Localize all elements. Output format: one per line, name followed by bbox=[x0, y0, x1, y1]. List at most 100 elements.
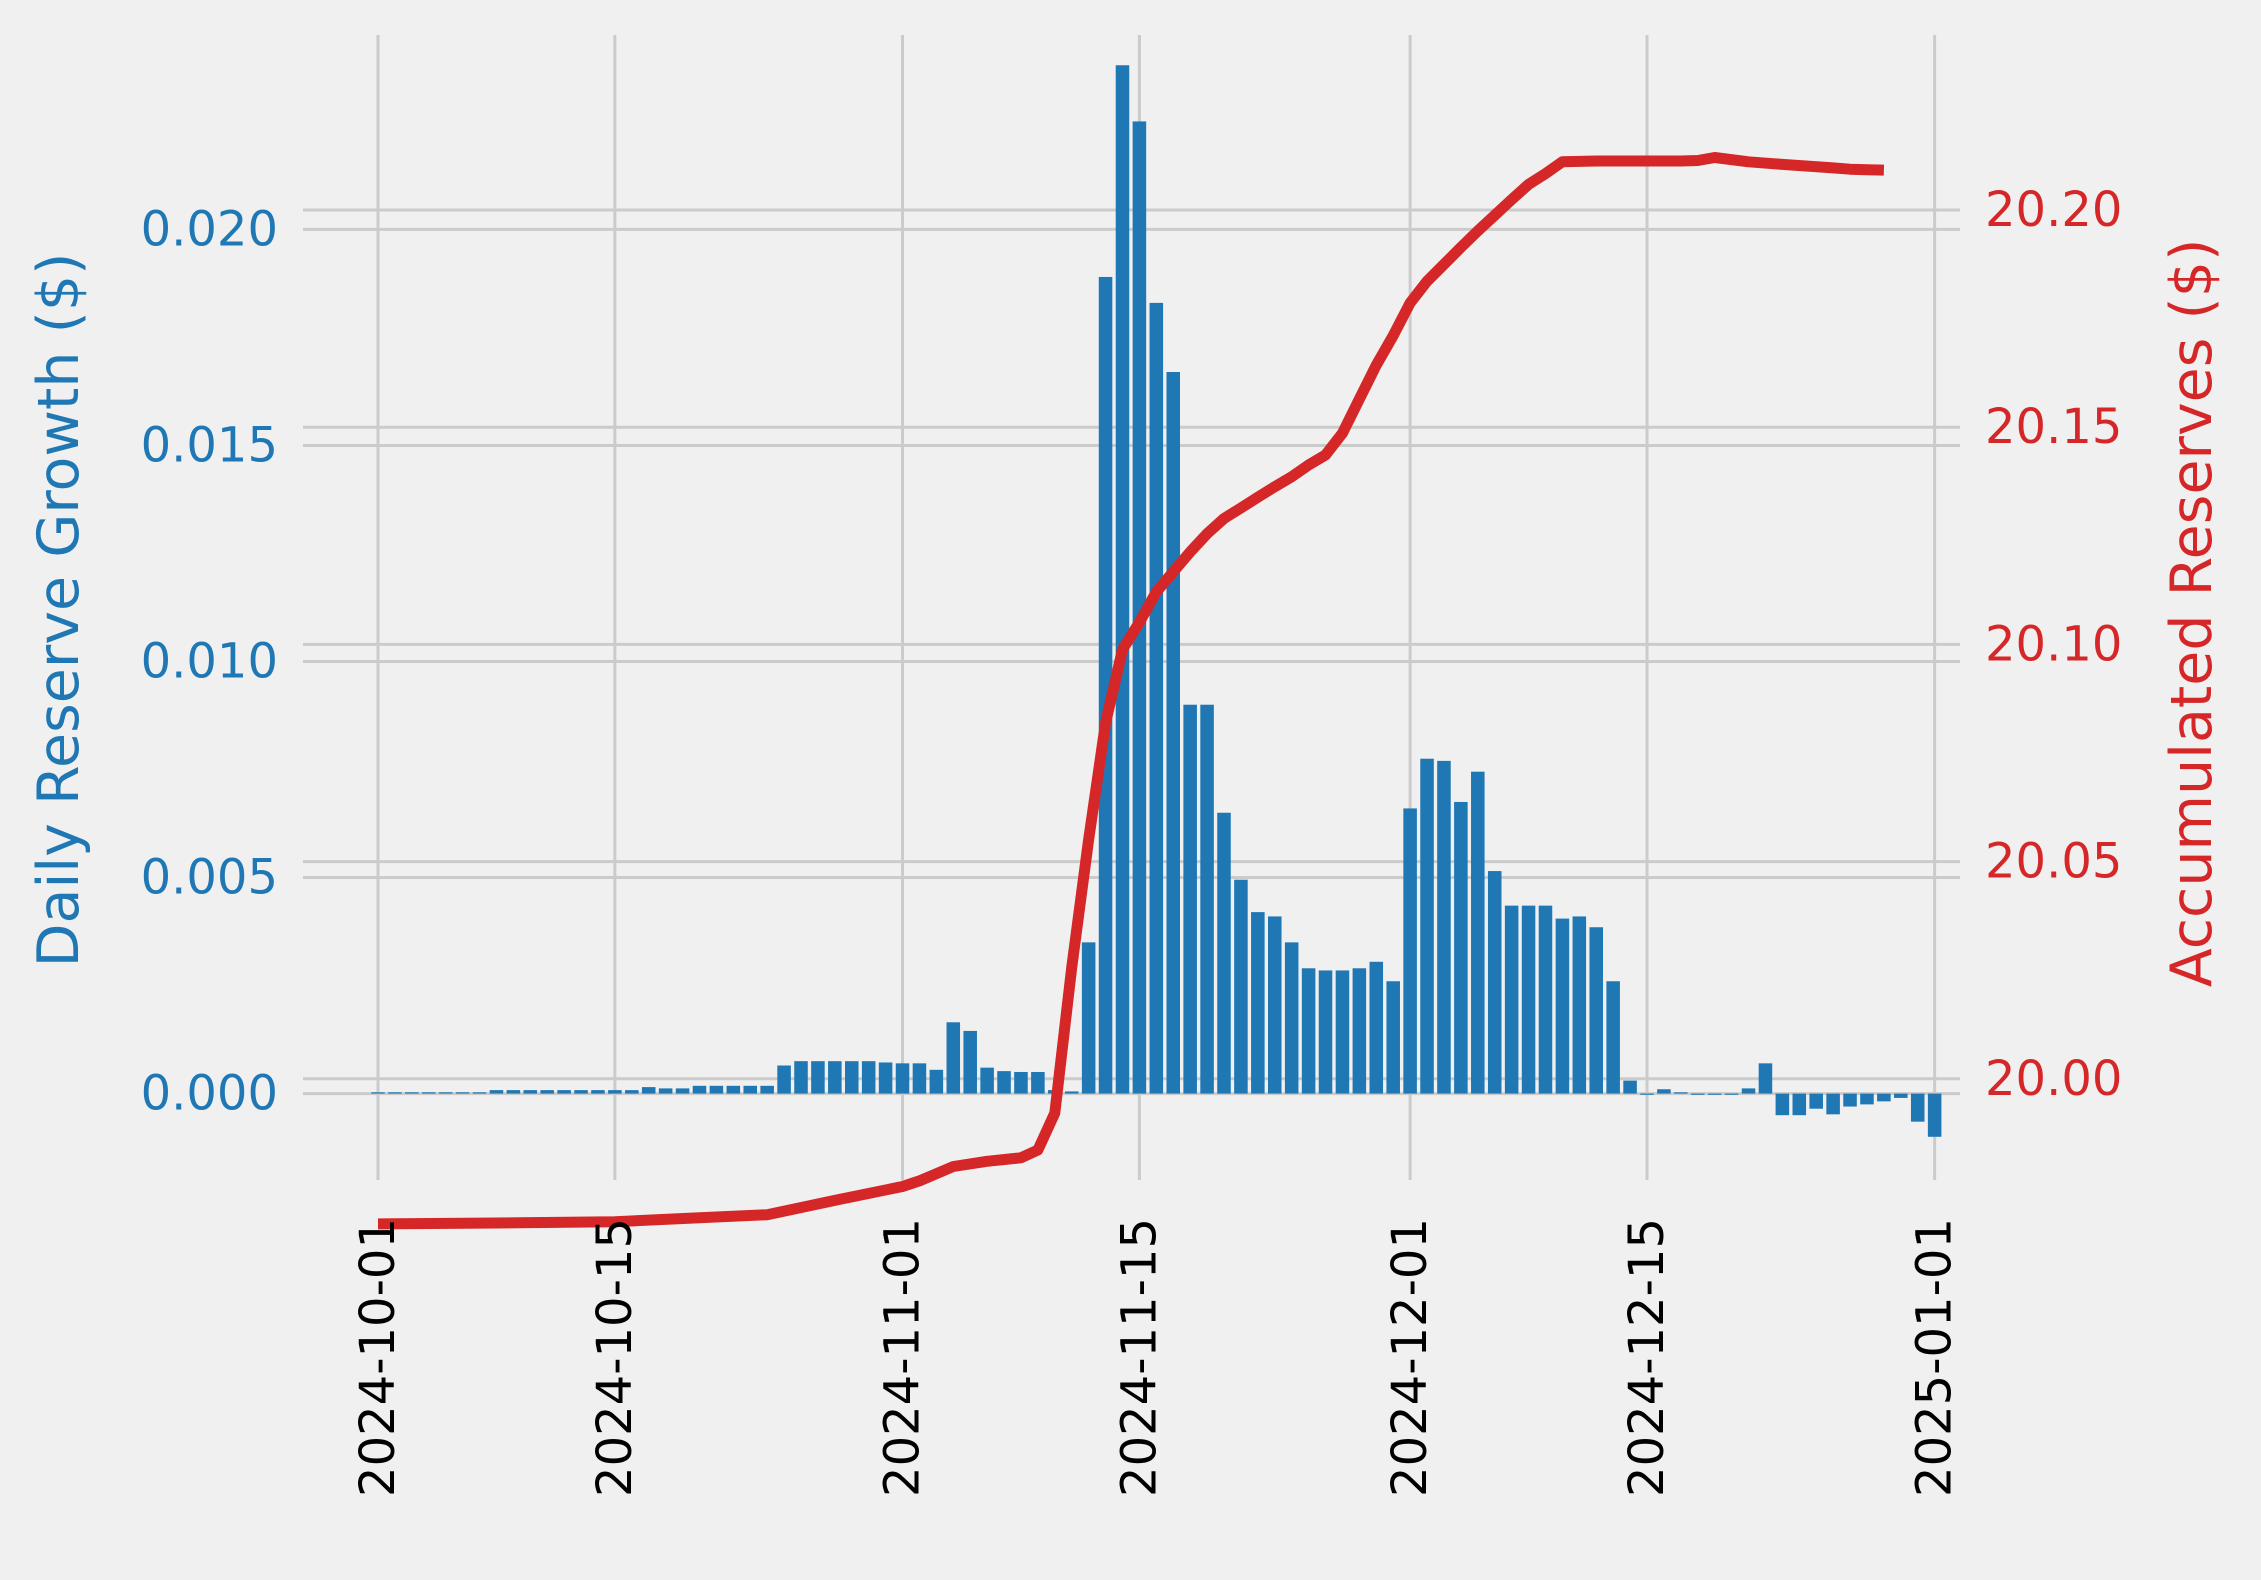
growth-bar bbox=[1234, 879, 1248, 1094]
growth-bar bbox=[861, 1061, 876, 1094]
growth-bar bbox=[1217, 812, 1231, 1094]
growth-bar bbox=[929, 1069, 944, 1094]
growth-bar bbox=[658, 1088, 673, 1094]
growth-bar bbox=[472, 1092, 487, 1094]
growth-bar bbox=[1403, 808, 1417, 1094]
growth-bar bbox=[1877, 1093, 1891, 1102]
growth-bar bbox=[709, 1085, 724, 1094]
growth-bar bbox=[1606, 981, 1620, 1094]
growth-bar bbox=[1589, 927, 1604, 1094]
growth-bar bbox=[540, 1090, 554, 1094]
x-tick-label: 2024-10-15 bbox=[587, 1218, 643, 1497]
growth-bar bbox=[844, 1061, 859, 1094]
growth-bar bbox=[421, 1092, 436, 1094]
growth-bar bbox=[523, 1090, 538, 1094]
right-tick-label: 20.05 bbox=[1985, 834, 2122, 890]
right-tick-label: 20.10 bbox=[1985, 616, 2122, 672]
growth-bar bbox=[1572, 916, 1587, 1094]
growth-bar bbox=[1690, 1093, 1705, 1095]
left-tick-label: 0.020 bbox=[141, 201, 278, 257]
growth-bar bbox=[1251, 912, 1265, 1094]
growth-bar bbox=[811, 1061, 825, 1094]
growth-bar bbox=[1657, 1089, 1671, 1094]
growth-bar bbox=[557, 1090, 571, 1094]
growth-bar bbox=[1352, 968, 1367, 1094]
growth-bar bbox=[997, 1071, 1011, 1094]
growth-bar bbox=[963, 1030, 977, 1094]
accumulated-reserves-line bbox=[377, 152, 1885, 1230]
growth-bar bbox=[726, 1085, 741, 1094]
growth-bar bbox=[980, 1067, 994, 1094]
growth-bar bbox=[641, 1087, 656, 1094]
growth-bar bbox=[1487, 871, 1502, 1094]
growth-bar bbox=[1149, 302, 1164, 1094]
growth-bar bbox=[591, 1090, 605, 1094]
right-axis-title: Accumulated Reserves ($) bbox=[2159, 239, 2225, 988]
growth-bar bbox=[1758, 1063, 1773, 1094]
daily-growth-bars bbox=[371, 65, 1942, 1137]
growth-bar bbox=[489, 1090, 504, 1094]
growth-bar bbox=[1166, 372, 1181, 1094]
growth-bar bbox=[1318, 970, 1333, 1094]
growth-bar bbox=[794, 1061, 808, 1094]
right-axis-ticks: 20.00 20.05 20.10 20.15 20.20 bbox=[1985, 182, 2122, 1107]
growth-bar bbox=[743, 1085, 758, 1094]
growth-bar bbox=[1335, 970, 1350, 1094]
growth-bar bbox=[675, 1088, 690, 1094]
growth-bar bbox=[1927, 1093, 1942, 1137]
growth-bar bbox=[1369, 961, 1384, 1094]
growth-bar bbox=[1471, 771, 1485, 1094]
growth-bar bbox=[1640, 1093, 1654, 1095]
left-axis-ticks: 0.000 0.005 0.010 0.015 0.020 bbox=[141, 201, 278, 1121]
growth-bar bbox=[1775, 1093, 1790, 1116]
growth-bar bbox=[1860, 1093, 1874, 1105]
growth-bar bbox=[1623, 1080, 1637, 1094]
x-tick-label: 2024-11-15 bbox=[1111, 1218, 1167, 1497]
right-tick-label: 20.00 bbox=[1985, 1051, 2122, 1107]
growth-bar bbox=[506, 1090, 521, 1094]
growth-bar bbox=[1183, 704, 1197, 1094]
growth-bar bbox=[405, 1092, 419, 1094]
growth-bar bbox=[777, 1065, 791, 1094]
growth-bar bbox=[1707, 1093, 1722, 1095]
growth-bar bbox=[1200, 704, 1214, 1094]
growth-bar bbox=[1555, 918, 1570, 1094]
growth-bar bbox=[878, 1062, 893, 1094]
growth-bar bbox=[1437, 760, 1451, 1094]
growth-bar bbox=[1504, 905, 1519, 1094]
growth-bar bbox=[608, 1090, 622, 1094]
growth-bar bbox=[1014, 1071, 1028, 1094]
growth-bar bbox=[946, 1022, 961, 1094]
growth-bar bbox=[1267, 916, 1282, 1094]
growth-bar bbox=[1098, 276, 1113, 1094]
growth-bar bbox=[438, 1092, 453, 1094]
growth-bar bbox=[1064, 1091, 1079, 1094]
left-tick-label: 0.000 bbox=[141, 1066, 278, 1122]
growth-bar bbox=[1031, 1071, 1045, 1094]
growth-bar bbox=[1894, 1093, 1908, 1098]
growth-bar bbox=[371, 1092, 385, 1094]
left-tick-label: 0.005 bbox=[141, 850, 278, 906]
growth-bar bbox=[574, 1090, 588, 1094]
growth-bar bbox=[895, 1063, 910, 1094]
growth-bar bbox=[1792, 1093, 1807, 1116]
growth-bar bbox=[1910, 1093, 1925, 1122]
growth-bar bbox=[1454, 801, 1468, 1094]
x-tick-label: 2024-12-01 bbox=[1382, 1218, 1438, 1497]
left-tick-label: 0.015 bbox=[141, 417, 278, 473]
right-tick-label: 20.20 bbox=[1985, 182, 2122, 238]
x-axis-ticks: 2024-10-01 2024-10-15 2024-11-01 2024-11-15… bbox=[350, 1218, 1963, 1497]
growth-bar bbox=[760, 1085, 774, 1094]
growth-bar bbox=[912, 1063, 927, 1094]
x-tick-label: 2024-12-15 bbox=[1619, 1218, 1675, 1497]
growth-bar bbox=[1301, 968, 1316, 1094]
growth-bar bbox=[1132, 121, 1147, 1094]
growth-bar bbox=[1081, 942, 1096, 1094]
growth-bar bbox=[1741, 1088, 1756, 1094]
growth-bar bbox=[1674, 1092, 1688, 1094]
growth-bar bbox=[1386, 981, 1400, 1094]
growth-bar bbox=[625, 1090, 639, 1094]
growth-bar bbox=[1115, 65, 1130, 1094]
growth-bar bbox=[1809, 1093, 1823, 1109]
